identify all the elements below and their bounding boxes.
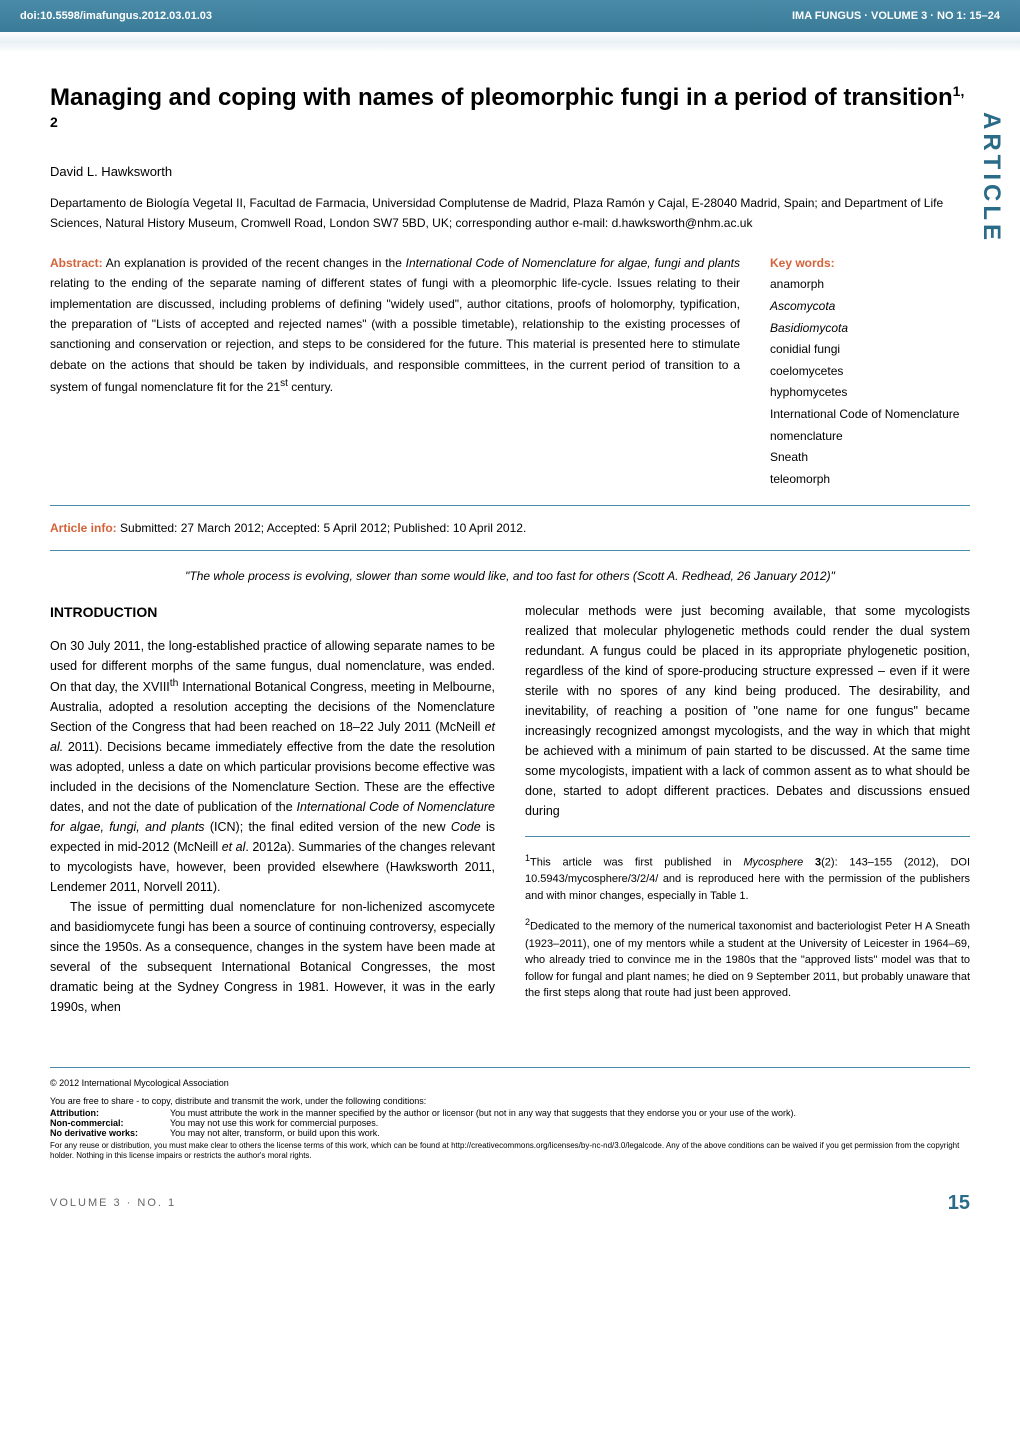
keyword-item: Ascomycota [770, 296, 970, 318]
author-name: David L. Hawksworth [50, 164, 970, 179]
abstract-label: Abstract: [50, 256, 103, 270]
license-label: Non-commercial: [50, 1118, 170, 1128]
doi-text: doi:10.5598/imafungus.2012.03.01.03 [20, 10, 212, 22]
footnote-1: 1This article was first published in Myc… [525, 852, 970, 904]
intro-para3: molecular methods were just becoming ava… [525, 601, 970, 821]
license-footer-text: For any reuse or distribution, you must … [50, 1141, 970, 1162]
license-label: Attribution: [50, 1108, 170, 1118]
license-attribution: Attribution: You must attribute the work… [50, 1108, 970, 1118]
article-info-label: Article info: [50, 521, 117, 535]
page-number: 15 [948, 1192, 970, 1215]
abstract-body: An explanation is provided of the recent… [50, 256, 740, 394]
side-label: ARTICLE [977, 112, 1005, 244]
volume-info: VOLUME 3 · NO. 1 [50, 1197, 176, 1209]
journal-info: IMA FUNGUS · VOLUME 3 · NO 1: 15–24 [792, 10, 1000, 22]
license-noncommercial: Non-commercial: You may not use this wor… [50, 1118, 970, 1128]
article-title: Managing and coping with names of pleomo… [50, 82, 970, 144]
keyword-item: Sneath [770, 447, 970, 469]
intro-heading: INTRODUCTION [50, 601, 495, 623]
header-decoration [0, 32, 1020, 52]
intro-para2: The issue of permitting dual nomenclatur… [50, 897, 495, 1017]
body-column-right: molecular methods were just becoming ava… [525, 601, 970, 1017]
article-info: Article info: Submitted: 27 March 2012; … [50, 521, 970, 535]
divider [50, 505, 970, 506]
footnote-2: 2Dedicated to the memory of the numerica… [525, 916, 970, 1001]
divider [525, 836, 970, 837]
article-info-text: Submitted: 27 March 2012; Accepted: 5 Ap… [120, 521, 526, 535]
keyword-item: nomenclature [770, 426, 970, 448]
content-area: ARTICLE Managing and coping with names o… [0, 52, 1020, 1047]
license-label: No derivative works: [50, 1128, 170, 1138]
intro-para1: On 30 July 2011, the long-established pr… [50, 636, 495, 897]
header-bar: doi:10.5598/imafungus.2012.03.01.03 IMA … [0, 0, 1020, 32]
keyword-item: coelomycetes [770, 361, 970, 383]
license-text: You may not alter, transform, or build u… [170, 1128, 970, 1138]
license-footer: © 2012 International Mycological Associa… [0, 1067, 1020, 1182]
affiliation-text: Departamento de Biología Vegetal II, Fac… [50, 194, 970, 232]
keyword-item: hyphomycetes [770, 382, 970, 404]
license-text: You may not use this work for commercial… [170, 1118, 970, 1128]
keyword-item: anamorph [770, 274, 970, 296]
abstract-section: Abstract: An explanation is provided of … [50, 253, 970, 491]
license-text: You must attribute the work in the manne… [170, 1108, 970, 1118]
keywords-label: Key words: [770, 253, 970, 275]
body-column-left: INTRODUCTION On 30 July 2011, the long-e… [50, 601, 495, 1017]
quote-text: "The whole process is evolving, slower t… [50, 569, 970, 583]
keyword-item: teleomorph [770, 469, 970, 491]
keyword-item: conidial fungi [770, 339, 970, 361]
body-section: INTRODUCTION On 30 July 2011, the long-e… [50, 601, 970, 1017]
license-intro: You are free to share - to copy, distrib… [50, 1096, 970, 1106]
divider [50, 1067, 970, 1068]
title-text: Managing and coping with names of pleomo… [50, 84, 953, 111]
divider [50, 550, 970, 551]
keyword-item: Basidiomycota [770, 318, 970, 340]
page-footer: VOLUME 3 · NO. 1 15 [0, 1182, 1020, 1235]
keyword-item: International Code of Nomenclature [770, 404, 970, 426]
license-noderivative: No derivative works: You may not alter, … [50, 1128, 970, 1138]
abstract-text: Abstract: An explanation is provided of … [50, 253, 740, 491]
copyright-text: © 2012 International Mycological Associa… [50, 1078, 970, 1088]
keywords-box: Key words: anamorph Ascomycota Basidiomy… [770, 253, 970, 491]
